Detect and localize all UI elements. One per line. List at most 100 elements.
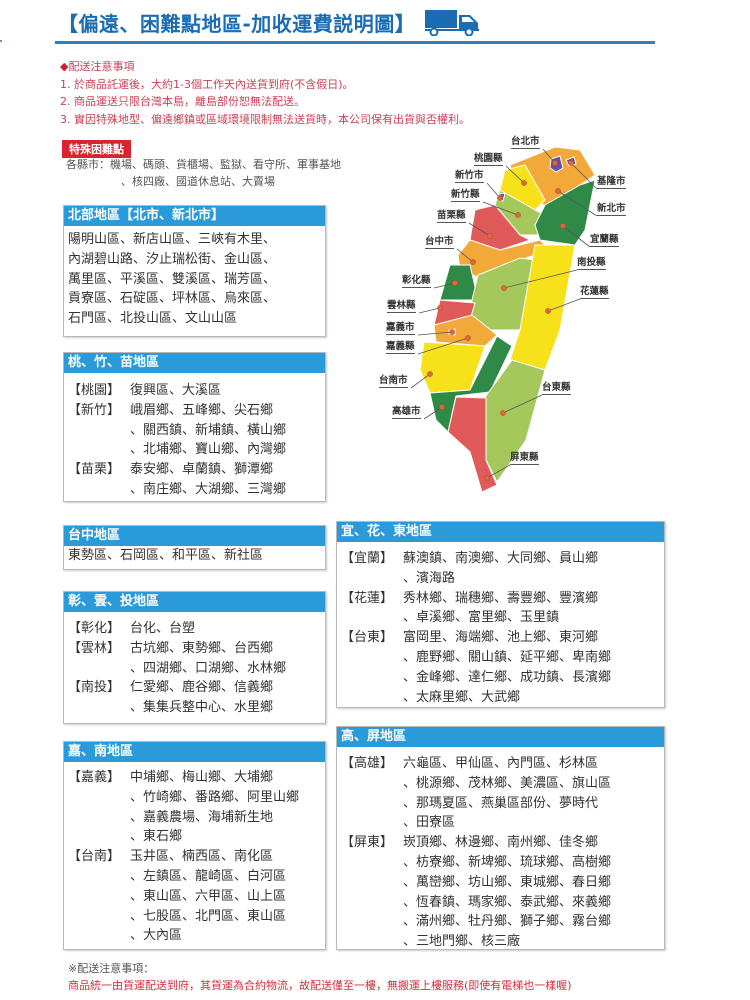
leader-line: [433, 282, 456, 289]
region-row: 【宜蘭】 蘇澳鎮、南澳鄉、大同鄉、員山鄉: [341, 549, 660, 569]
region-line: 陽明山區、新店山區、三峽有木里、: [68, 232, 277, 247]
district-list: 、濱海路: [403, 570, 456, 586]
district-list: 、三地門鄉、核三廠: [403, 934, 521, 950]
region-row: 、東山區、六甲區、山上區: [68, 887, 321, 907]
region-row: 、左鎮區、龍崎區、白河區: [68, 867, 321, 887]
district-list: 中埔鄉、梅山鄉、大埔鄉: [130, 770, 274, 785]
leader-line: [486, 464, 511, 479]
region-yilan: [534, 179, 596, 246]
region-row: 、三地門鄉、核三廠: [341, 932, 660, 952]
leader-line: [482, 201, 519, 216]
map-label: 桃園縣: [474, 153, 503, 166]
leader-line: [418, 307, 441, 314]
county-tag: [341, 794, 403, 814]
map-label: 嘉義縣: [386, 341, 415, 354]
district-list: 、集集兵整中心、水里鄉: [130, 700, 274, 716]
region-row: 、關西鎮、新埔鎮、橫山鄉: [68, 421, 321, 441]
county-tag: 【南投】: [68, 680, 121, 696]
map-dot: [497, 195, 503, 201]
region-body: 【嘉義】 中埔鄉、梅山鄉、大埔鄉 、竹崎鄉、番路鄉、阿里山鄉 、嘉義農場、海埔新生地、…: [64, 762, 325, 948]
region-title: 台中地區: [64, 526, 325, 546]
page-title: 【偏遠、困難點地區-加收運費説明圖】: [58, 12, 416, 36]
map-dot: [465, 335, 471, 341]
county-tag: [341, 873, 403, 893]
district-list: 台化、台塑: [130, 621, 196, 636]
county-tag: 【雲林】: [68, 640, 121, 656]
region-line: 東勢區、石岡區、和平區、新社區: [68, 548, 264, 563]
county-tag: [68, 907, 130, 927]
region-row: 【台南】 玉井區、楠西區、南化區: [68, 847, 321, 867]
county-tag: [341, 688, 403, 708]
leader-line: [468, 222, 491, 237]
map-dot: [555, 188, 561, 194]
district-list: 泰安鄉、卓蘭鎮、獅潭鄉: [130, 462, 274, 478]
map-dot: [470, 259, 476, 265]
region-row: 、那瑪夏區、燕巢區部份、夢時代: [341, 794, 660, 814]
county-tag: [341, 648, 403, 668]
region-taichung: 台中地區 東勢區、石岡區、和平區、新社區: [63, 525, 326, 570]
district-list: 、滿州鄉、牡丹鄉、獅子鄉、霧台鄉: [403, 914, 612, 930]
county-tag: [68, 926, 130, 946]
region-row: 、鹿野鄉、關山鎮、延平鄉、卑南鄉: [341, 648, 660, 668]
map-label: 高雄市: [392, 406, 421, 419]
region-row: 【苗栗】 泰安鄉、卓蘭鎮、獅潭鄉: [68, 460, 321, 480]
map-dot: [487, 233, 493, 239]
district-list: 、東山區、六甲區、山上區: [130, 888, 287, 904]
map-dot: [560, 223, 566, 229]
county-tag: 【高雄】: [341, 756, 394, 771]
district-list: 、北埔鄉、寶山鄉、內灣鄉: [130, 442, 287, 458]
region-line: 內湖碧山路、汐止瑞松街、金山區、: [68, 251, 277, 267]
region-row: 【高雄】 六龜區、甲仙區、內門區、杉林區: [341, 754, 660, 774]
footer-heading: ※配送注意事項：: [68, 962, 155, 975]
district-list: 富岡里、海端鄉、池上鄉、東河鄉: [403, 630, 599, 646]
map-dot: [484, 475, 490, 481]
county-tag: [68, 788, 130, 808]
county-tag: [341, 774, 403, 794]
district-list: 六龜區、甲仙區、內門區、杉林區: [403, 756, 599, 771]
region-yhd: 宜、花、東地區 【宜蘭】 蘇澳鎮、南澳鄉、大同鄉、員山鄉 、濱海路 【花蓮】 秀林鄉、瑞…: [336, 521, 665, 708]
district-list: 、田寮區: [403, 815, 456, 831]
region-row: 【桃園】 復興區、大溪區: [68, 381, 321, 401]
district-list: 、鹿野鄉、關山鎮、延平鄉、卑南鄉: [403, 649, 612, 665]
region-row: 、七股區、北門區、東山區: [68, 907, 321, 927]
region-line: 萬里區、平溪區、雙溪區、瑞芳區、: [68, 271, 277, 287]
district-list: 崁頂鄉、林邊鄉、南州鄉、佳冬鄉: [403, 835, 599, 851]
map-label: 嘉義市: [386, 322, 415, 335]
region-row: 、桃源鄉、茂林鄉、美濃區、旗山區: [341, 774, 660, 794]
county-tag: 【嘉義】: [68, 770, 121, 785]
county-tag: [341, 912, 403, 932]
county-tag: 【屏東】: [341, 835, 394, 851]
title-divider: [55, 41, 655, 44]
truck-icon: [425, 8, 481, 40]
map-label: 台北市: [511, 136, 540, 149]
county-tag: 【新竹】: [68, 402, 121, 418]
region-body: 【高雄】 六龜區、甲仙區、內門區、杉林區 、桃源鄉、茂林鄉、美濃區、旗山區 、那瑪夏區…: [337, 747, 664, 954]
county-tag: [68, 659, 130, 679]
map-label: 苗栗縣: [437, 210, 466, 223]
district-list: 、太麻里鄉、大武鄉: [403, 689, 521, 705]
region-row: 【彰化】 台化、台塑: [68, 619, 321, 639]
region-cyn: 彰、雲、投地區 【彰化】 台化、台塑 【雲林】 古坑鄉、東勢鄉、台西鄉 、四湖鄉、口湖鄉…: [63, 591, 326, 724]
region-row: 、田寮區: [341, 813, 660, 833]
region-row: 、四湖鄉、口湖鄉、水林鄉: [68, 659, 321, 679]
district-list: 玉井區、楠西區、南化區: [130, 849, 274, 865]
district-list: 、四湖鄉、口湖鄉、水林鄉: [130, 660, 287, 676]
region-body: 東勢區、石岡區、和平區、新社區: [64, 546, 325, 568]
map-dot: [439, 404, 445, 410]
map-label: 花蓮縣: [580, 286, 609, 299]
district-list: 、金峰鄉、達仁鄉、成功鎮、長濱鄉: [403, 669, 612, 685]
map-dot: [545, 308, 551, 314]
region-row: 、南庄鄉、大湖鄉、三灣鄉: [68, 480, 321, 500]
region-title: 嘉、南地區: [64, 742, 325, 762]
taiwan-map: [410, 146, 598, 493]
district-list: 、七股區、北門區、東山區: [130, 908, 287, 924]
region-kp: 高、屏地區 【高雄】 六龜區、甲仙區、內門區、杉林區 、桃源鄉、茂林鄉、美濃區、旗山…: [336, 726, 665, 950]
map-label: 雲林縣: [387, 300, 416, 313]
map-label: 台中市: [425, 236, 454, 249]
region-row: 、卓溪鄉、富里鄉、玉里鎮: [341, 608, 660, 628]
region-cn: 嘉、南地區 【嘉義】 中埔鄉、梅山鄉、大埔鄉 、竹崎鄉、番路鄉、阿里山鄉 、嘉義農場、…: [63, 741, 326, 950]
county-tag: [341, 608, 403, 628]
leader-line: [562, 225, 591, 248]
leader-line: [557, 190, 598, 217]
county-tag: 【宜蘭】: [341, 551, 394, 566]
